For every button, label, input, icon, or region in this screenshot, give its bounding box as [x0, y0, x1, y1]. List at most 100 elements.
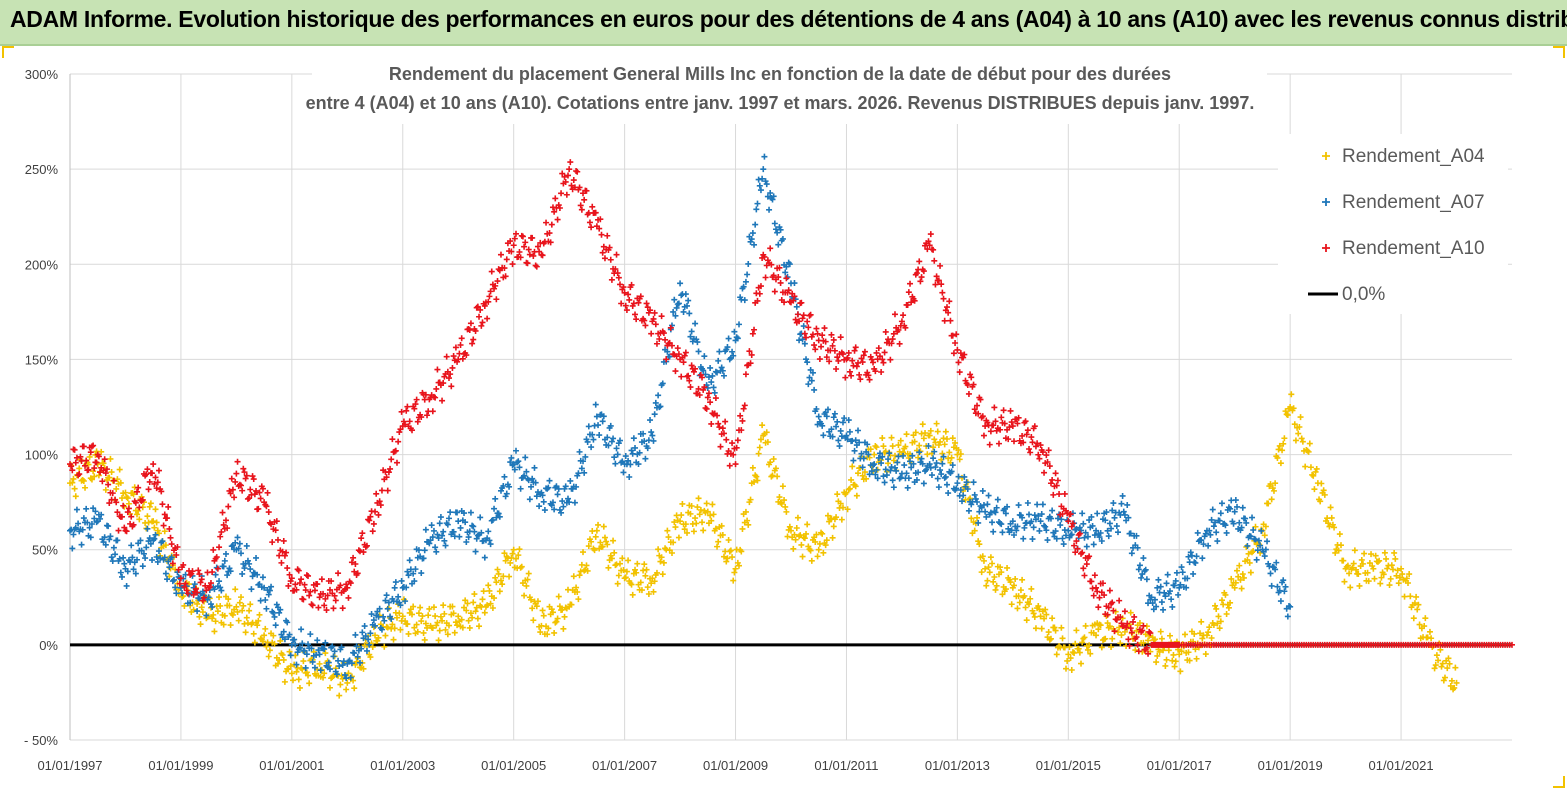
x-tick-label: 01/01/2001: [259, 758, 324, 773]
x-tick-label: 01/01/2011: [814, 758, 878, 773]
data-point: [261, 632, 268, 639]
data-point: [316, 651, 323, 658]
data-point: [233, 603, 240, 610]
chart-title-line2: entre 4 (A04) et 10 ans (A10). Cotations…: [306, 93, 1255, 113]
data-point: [982, 508, 989, 515]
data-point: [788, 527, 794, 534]
data-point: [233, 470, 240, 477]
x-tick-label: 01/01/2019: [1258, 758, 1323, 773]
data-point: [1176, 651, 1183, 658]
data-point: [1093, 632, 1100, 639]
data-point: [1453, 679, 1460, 686]
data-point: [593, 413, 600, 420]
data-point: [815, 413, 822, 420]
data-point: [316, 660, 323, 667]
data-point: [898, 318, 905, 325]
data-point: [1037, 613, 1044, 620]
data-point: [288, 575, 295, 582]
y-tick-label: 200%: [25, 257, 59, 272]
data-point: [843, 432, 850, 439]
y-tick-label: 100%: [25, 448, 59, 463]
data-point: [1287, 404, 1294, 410]
series-rendement-a10: [67, 159, 1515, 657]
data-point: [1231, 584, 1238, 591]
legend-label: Rendement_A07: [1342, 192, 1485, 213]
performance-scatter-chart: - 50% 0% 50% 100% 150% 200% 250% 300% 01/01/1997…: [24, 54, 1515, 773]
data-point: [1398, 565, 1405, 572]
data-point: [427, 537, 434, 544]
x-tick-label: 01/01/1997: [37, 758, 102, 773]
data-point: [1009, 423, 1016, 430]
y-tick-label: 50%: [32, 543, 58, 558]
legend: Rendement_A04 Rendement_A07 Rendement_A10 0…: [1278, 134, 1508, 314]
data-point: [344, 679, 351, 686]
data-point: [732, 565, 739, 572]
x-tick-label: 01/01/2017: [1147, 758, 1212, 773]
data-point: [926, 432, 933, 439]
data-point: [1009, 518, 1016, 525]
data-point: [1037, 518, 1044, 525]
data-point: [677, 518, 684, 525]
data-point: [455, 518, 462, 525]
data-point: [815, 546, 822, 553]
data-point: [122, 489, 129, 496]
data-point: [455, 613, 462, 620]
data-point: [1370, 565, 1377, 572]
data-point: [732, 461, 739, 468]
data-point: [1065, 518, 1072, 525]
data-point: [288, 670, 295, 677]
x-tick-label: 01/01/1999: [148, 758, 213, 773]
x-tick-label: 01/01/2009: [703, 758, 768, 773]
data-point: [760, 166, 767, 173]
data-point: [1093, 584, 1100, 591]
data-point: [1093, 527, 1100, 534]
data-point: [1120, 508, 1127, 515]
data-point: [399, 613, 406, 620]
axis-layer: - 50% 0% 50% 100% 150% 200% 250% 300% 01/01/1997…: [24, 67, 1434, 773]
data-point: [621, 575, 628, 582]
series-layer: [67, 153, 1515, 699]
data-point: [1509, 641, 1515, 648]
y-tick-label: 300%: [25, 67, 59, 82]
header-banner: ADAM Informe. Evolution historique des p…: [0, 0, 1567, 46]
legend-marker: [1322, 152, 1330, 160]
legend-marker: [1322, 198, 1330, 206]
data-point: [150, 461, 157, 468]
data-point: [510, 461, 517, 468]
data-point: [704, 384, 711, 391]
legend-label: Rendement_A10: [1342, 238, 1485, 259]
x-tick-label: 01/01/2013: [925, 758, 990, 773]
corner-mark-tl: [2, 46, 14, 58]
data-point: [510, 546, 517, 553]
data-point: [649, 575, 656, 582]
data-point: [566, 499, 573, 506]
data-point: [1065, 527, 1072, 534]
data-point: [871, 451, 878, 458]
data-point: [316, 594, 323, 601]
data-point: [1287, 603, 1294, 610]
y-tick-label: 150%: [25, 352, 59, 367]
y-tick-label: - 50%: [24, 733, 58, 748]
data-point: [649, 432, 656, 439]
chart-area: - 50% 0% 50% 100% 150% 200% 250% 300% 01/01/1997…: [0, 46, 1567, 790]
data-point: [871, 461, 878, 468]
banner-title: ADAM Informe. Evolution historique des p…: [10, 6, 1567, 32]
x-tick-label: 01/01/2021: [1369, 758, 1434, 773]
legend-label: 0,0%: [1342, 284, 1385, 305]
title-box: [312, 54, 1267, 124]
data-point: [593, 527, 600, 534]
y-tick-label: 0%: [39, 638, 58, 653]
data-point: [566, 166, 573, 173]
legend-box: [1278, 134, 1508, 314]
corner-mark-br: [1553, 776, 1565, 788]
x-tick-label: 01/01/2005: [481, 758, 546, 773]
legend-marker: [1322, 244, 1330, 252]
corner-mark-tr: [1553, 46, 1565, 58]
data-point: [177, 575, 184, 582]
data-point: [704, 394, 711, 401]
data-point: [510, 242, 517, 249]
data-point: [843, 489, 850, 496]
x-tick-label: 01/01/2003: [370, 758, 435, 773]
data-point: [205, 584, 212, 591]
data-point: [1037, 442, 1044, 449]
